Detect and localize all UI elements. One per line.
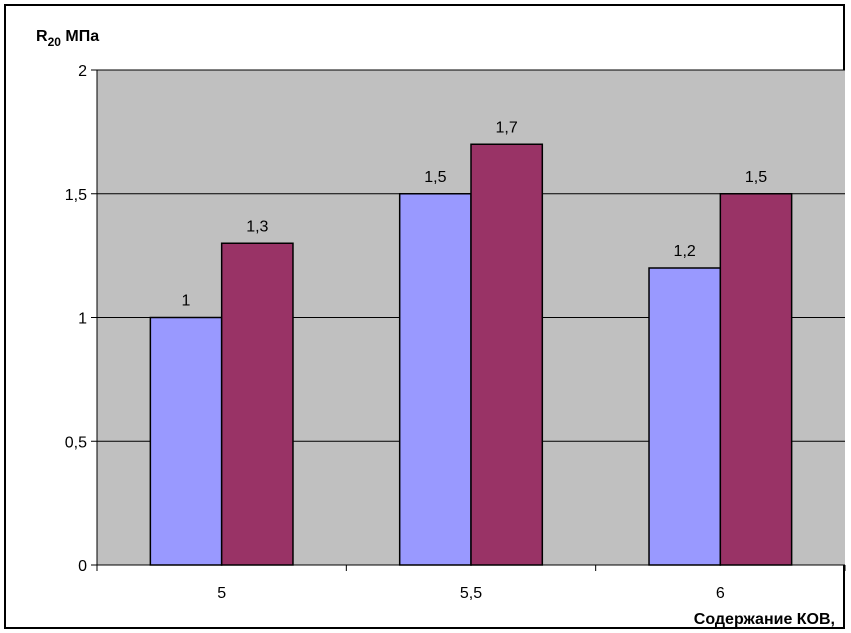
bar <box>648 267 722 566</box>
x-tick-label: 5,5 <box>460 585 482 602</box>
bar <box>398 193 472 566</box>
x-tick-label: 6 <box>716 585 725 602</box>
y-tick-label: 1 <box>78 311 87 328</box>
data-label: 1,5 <box>424 169 446 186</box>
data-label: 1,2 <box>674 243 696 260</box>
data-label: 1 <box>182 293 191 310</box>
bar <box>719 193 793 566</box>
y-tick-label: 0 <box>78 558 87 575</box>
y-axis-title: R20 МПа <box>36 28 99 49</box>
y-tick-label: 0,5 <box>65 434 87 451</box>
data-label: 1,3 <box>246 218 268 235</box>
data-label: 1,7 <box>496 119 518 136</box>
bar <box>220 242 294 566</box>
x-axis-title: Содержание КОВ, <box>694 611 835 628</box>
y-tick-label: 2 <box>78 63 87 80</box>
data-label: 1,5 <box>745 169 767 186</box>
y-tick-label: 1,5 <box>65 187 87 204</box>
x-tick-label: 5 <box>217 585 226 602</box>
bar <box>149 316 223 566</box>
bar <box>470 143 544 566</box>
